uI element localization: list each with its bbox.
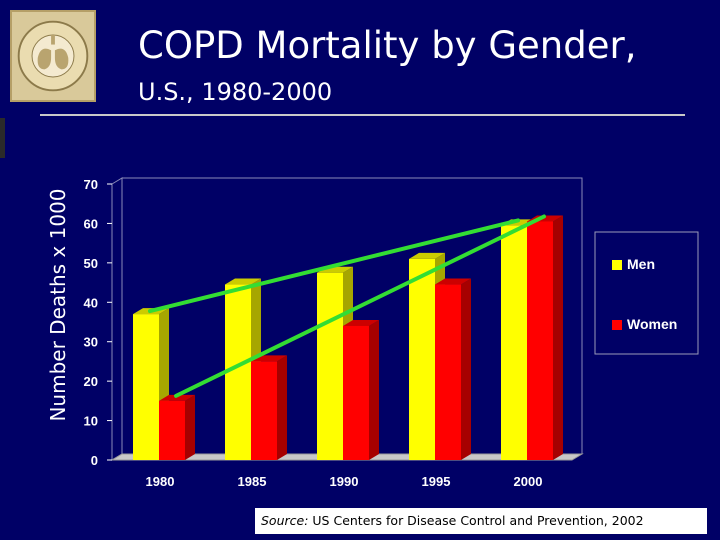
bar-front: [225, 284, 251, 460]
bar-front: [527, 221, 553, 460]
bar-front: [409, 258, 435, 460]
bar-side: [553, 215, 563, 460]
bar-front: [133, 314, 159, 460]
bar-front: [343, 325, 369, 460]
lungs-seal-icon: [17, 20, 89, 92]
y-tick-label: 0: [91, 453, 98, 468]
chart-side-wall: [111, 177, 123, 461]
bar-front: [435, 284, 461, 460]
x-tick-label: 2000: [514, 474, 543, 489]
y-tick-label: 30: [84, 335, 98, 350]
bar-top: [343, 319, 379, 326]
bar-women-1995: [435, 278, 471, 460]
legend-label-women: Women: [627, 316, 677, 332]
source-label: Source:: [261, 513, 309, 528]
y-tick-label: 40: [84, 295, 98, 310]
bar-front: [251, 361, 277, 460]
trend-line-women: [174, 214, 546, 398]
y-tick-label: 60: [84, 216, 98, 231]
bar-top: [159, 394, 195, 401]
source-note: Source: US Centers for Disease Control a…: [255, 508, 707, 534]
bar-women-1980: [159, 394, 195, 460]
legend-swatch-men: [612, 260, 622, 270]
y-tick-label: 10: [84, 414, 98, 429]
bar-top: [435, 278, 471, 285]
bar-front: [501, 225, 527, 460]
bar-front: [159, 400, 185, 460]
x-tick-label: 1990: [330, 474, 359, 489]
edge-mark: [0, 118, 5, 158]
legend-label-men: Men: [627, 256, 655, 272]
gold-logo: [10, 10, 96, 102]
trend-line-men: [148, 218, 520, 314]
bar-top: [225, 278, 261, 285]
bar-front: [317, 272, 343, 460]
page-title: COPD Mortality by Gender,: [138, 24, 637, 67]
bar-women-1985: [251, 355, 287, 460]
bar-women-1990: [343, 319, 379, 460]
x-tick-label: 1985: [238, 474, 267, 489]
bar-side: [185, 394, 195, 460]
y-tick-label: 20: [84, 374, 98, 389]
page-subtitle: U.S., 1980-2000: [138, 78, 333, 106]
title-divider: [40, 114, 685, 116]
legend-swatch-women: [612, 320, 622, 330]
y-tick-label: 70: [84, 177, 98, 192]
legend-box: [594, 231, 699, 355]
y-tick-label: 50: [84, 256, 98, 271]
source-text: US Centers for Disease Control and Preve…: [312, 513, 644, 528]
bar-side: [369, 319, 379, 460]
bar-women-2000: [527, 215, 563, 460]
x-tick-label: 1995: [422, 474, 451, 489]
bar-men-1980: [133, 308, 169, 460]
bar-side: [277, 355, 287, 460]
bar-top: [409, 252, 445, 259]
x-tick-label: 1980: [146, 474, 175, 489]
bar-side: [461, 278, 471, 460]
bar-men-1985: [225, 278, 261, 460]
